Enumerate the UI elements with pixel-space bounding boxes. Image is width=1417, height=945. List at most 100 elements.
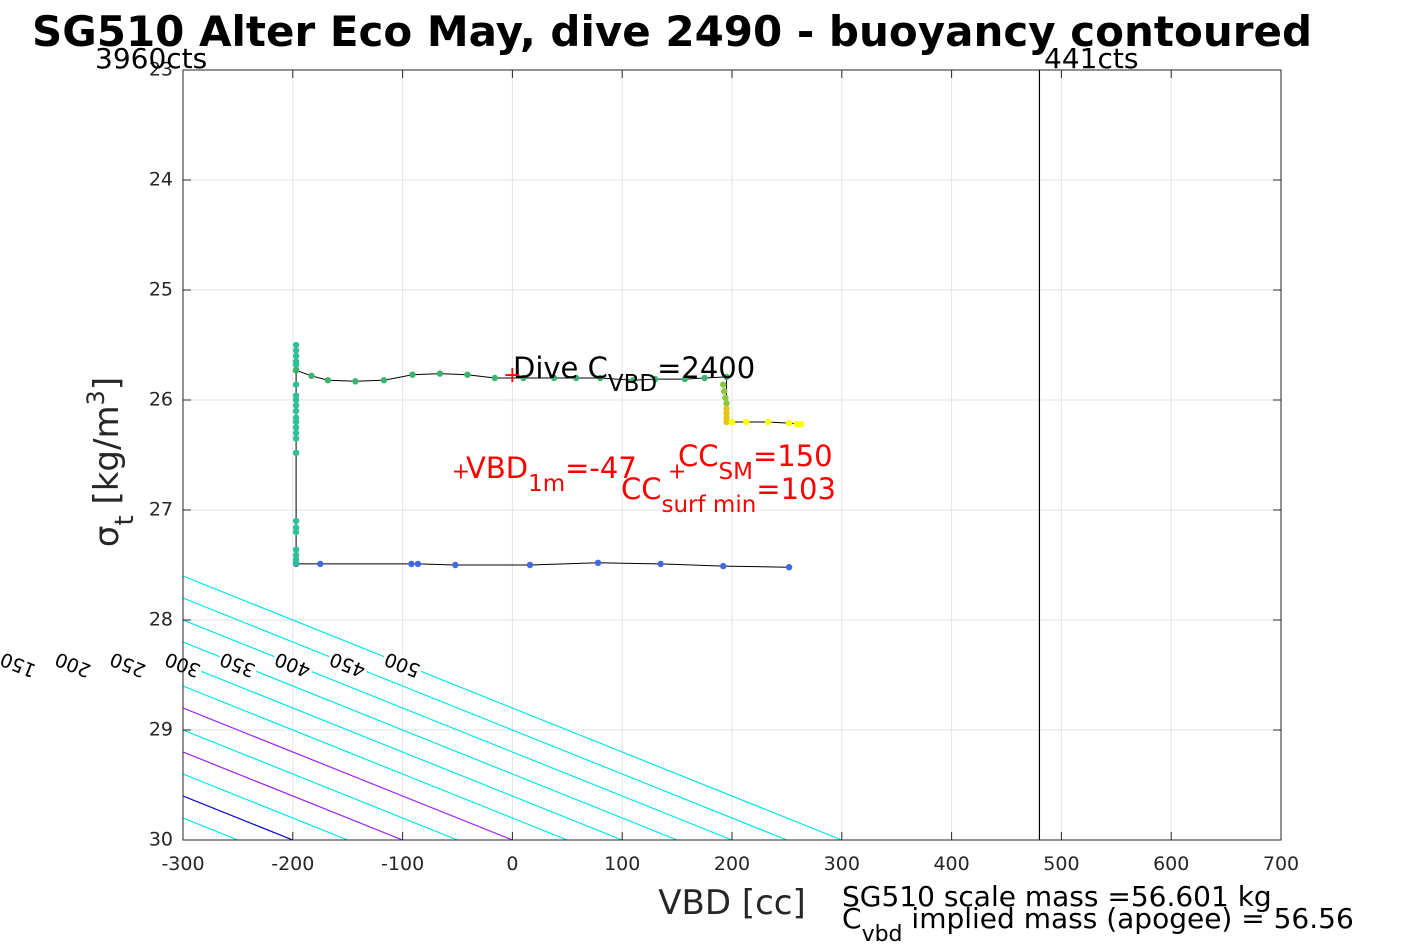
- data-point: [409, 371, 416, 378]
- x-tick-label: 200: [714, 853, 750, 875]
- contour-label: 250: [107, 648, 149, 682]
- data-point: [629, 377, 637, 384]
- data-point: [292, 414, 300, 421]
- data-point: [292, 435, 300, 442]
- counts-left-label: 3960cts: [95, 42, 207, 75]
- data-point: [414, 560, 422, 568]
- data-point: [793, 421, 800, 428]
- vbd-1m-annotation: VBD1m=-47: [466, 451, 637, 497]
- data-point: [526, 561, 534, 569]
- data-point: [292, 528, 300, 536]
- data-point: [721, 388, 728, 395]
- data-point: [765, 418, 772, 426]
- data-point: [720, 562, 727, 570]
- data-point: [292, 341, 300, 349]
- data-point: [292, 392, 300, 399]
- data-point: [723, 414, 730, 421]
- x-tick-label: 0: [506, 853, 518, 875]
- data-point: [723, 410, 730, 417]
- contour-label: 350: [217, 648, 259, 682]
- data-point: [292, 449, 300, 456]
- x-tick-label: 700: [1263, 853, 1299, 875]
- x-tick-label: 300: [824, 853, 860, 875]
- annotation-markers: + + +: [452, 363, 687, 485]
- x-tick-label: -300: [161, 853, 204, 875]
- y-tick-label: 26: [149, 389, 173, 411]
- x-tick-label: 100: [604, 853, 640, 875]
- data-point: [681, 375, 688, 383]
- cc-sm-annotation: CCSM=150: [678, 439, 833, 485]
- data-point: [292, 551, 300, 559]
- y-tick-label: 24: [149, 169, 173, 191]
- y-tick-label: 25: [149, 279, 173, 301]
- data-point: [292, 429, 300, 437]
- data-point: [292, 556, 300, 563]
- data-point: [723, 400, 730, 407]
- implied-mass-text: Cvbd implied mass (apogee) = 56.56: [842, 902, 1354, 945]
- data-point: [292, 407, 300, 415]
- dive-data: [292, 341, 805, 571]
- x-tick-label: -100: [381, 853, 424, 875]
- data-point: [292, 546, 300, 553]
- contour-label: 200: [52, 648, 94, 682]
- data-point: [572, 374, 580, 382]
- data-point: [723, 405, 730, 412]
- data-point: [657, 560, 664, 568]
- x-tick-label: 600: [1153, 853, 1189, 875]
- data-point: [720, 381, 727, 388]
- data-point: [728, 418, 736, 426]
- y-tick-label: 30: [149, 829, 173, 851]
- contour-line: [183, 685, 568, 840]
- dive-cvbd-annotation: Dive CVBD=2400: [513, 351, 755, 397]
- y-tick-label: 27: [149, 499, 173, 521]
- data-point: [722, 394, 729, 401]
- axis-ticks: -300 -200 -100 0 100 200 300 400 500 600 700 23 24 25…: [149, 59, 1299, 876]
- contour-line: [183, 575, 843, 840]
- contour-labels: -400-350-300-250-200-150-100-50050100150…: [0, 645, 426, 685]
- grid: [182, 69, 1282, 841]
- data-point: [292, 352, 300, 360]
- data-point: [308, 372, 315, 379]
- x-tick-label: 400: [933, 853, 969, 875]
- data-point: [491, 374, 499, 382]
- data-point: [594, 559, 602, 566]
- chart-title: SG510 Alter Eco May, dive 2490 - buoyanc…: [32, 7, 1312, 56]
- data-point: [324, 377, 332, 384]
- data-point: [785, 419, 793, 427]
- contour-line: [183, 641, 678, 840]
- data-point: [520, 374, 527, 382]
- data-point: [292, 358, 300, 365]
- counts-right-label: 441cts: [1044, 42, 1138, 75]
- contour-line: [183, 663, 623, 840]
- y-tick-label: 29: [149, 719, 173, 741]
- x-tick-label: -200: [271, 853, 314, 875]
- data-point: [292, 424, 300, 431]
- data-point: [292, 347, 300, 354]
- data-point: [317, 560, 324, 568]
- data-point: [292, 396, 300, 404]
- contour-line: [0, 70, 18, 840]
- data-point: [452, 561, 459, 569]
- contour-line: [0, 70, 73, 840]
- data-point: [464, 371, 471, 378]
- y-tick-label: 28: [149, 609, 173, 631]
- contour-label: 450: [327, 648, 369, 682]
- contour-line: [183, 597, 788, 840]
- data-point: [723, 418, 730, 426]
- cc-surf-min-annotation: CCsurf min=103: [621, 472, 836, 518]
- annotation-marker: +: [668, 460, 686, 485]
- annotation-marker: +: [452, 460, 470, 485]
- data-point: [597, 374, 604, 382]
- contour-line: [183, 795, 294, 840]
- buoyancy-contours: [0, 70, 843, 840]
- data-point: [743, 418, 750, 426]
- data-point: [701, 374, 708, 382]
- data-point: [785, 564, 793, 571]
- data-point: [292, 418, 300, 426]
- y-tick-label: 23: [149, 59, 173, 81]
- data-point: [723, 373, 730, 381]
- data-point: [408, 560, 415, 568]
- contour-label: 150: [0, 648, 39, 682]
- contour-line: [183, 619, 733, 840]
